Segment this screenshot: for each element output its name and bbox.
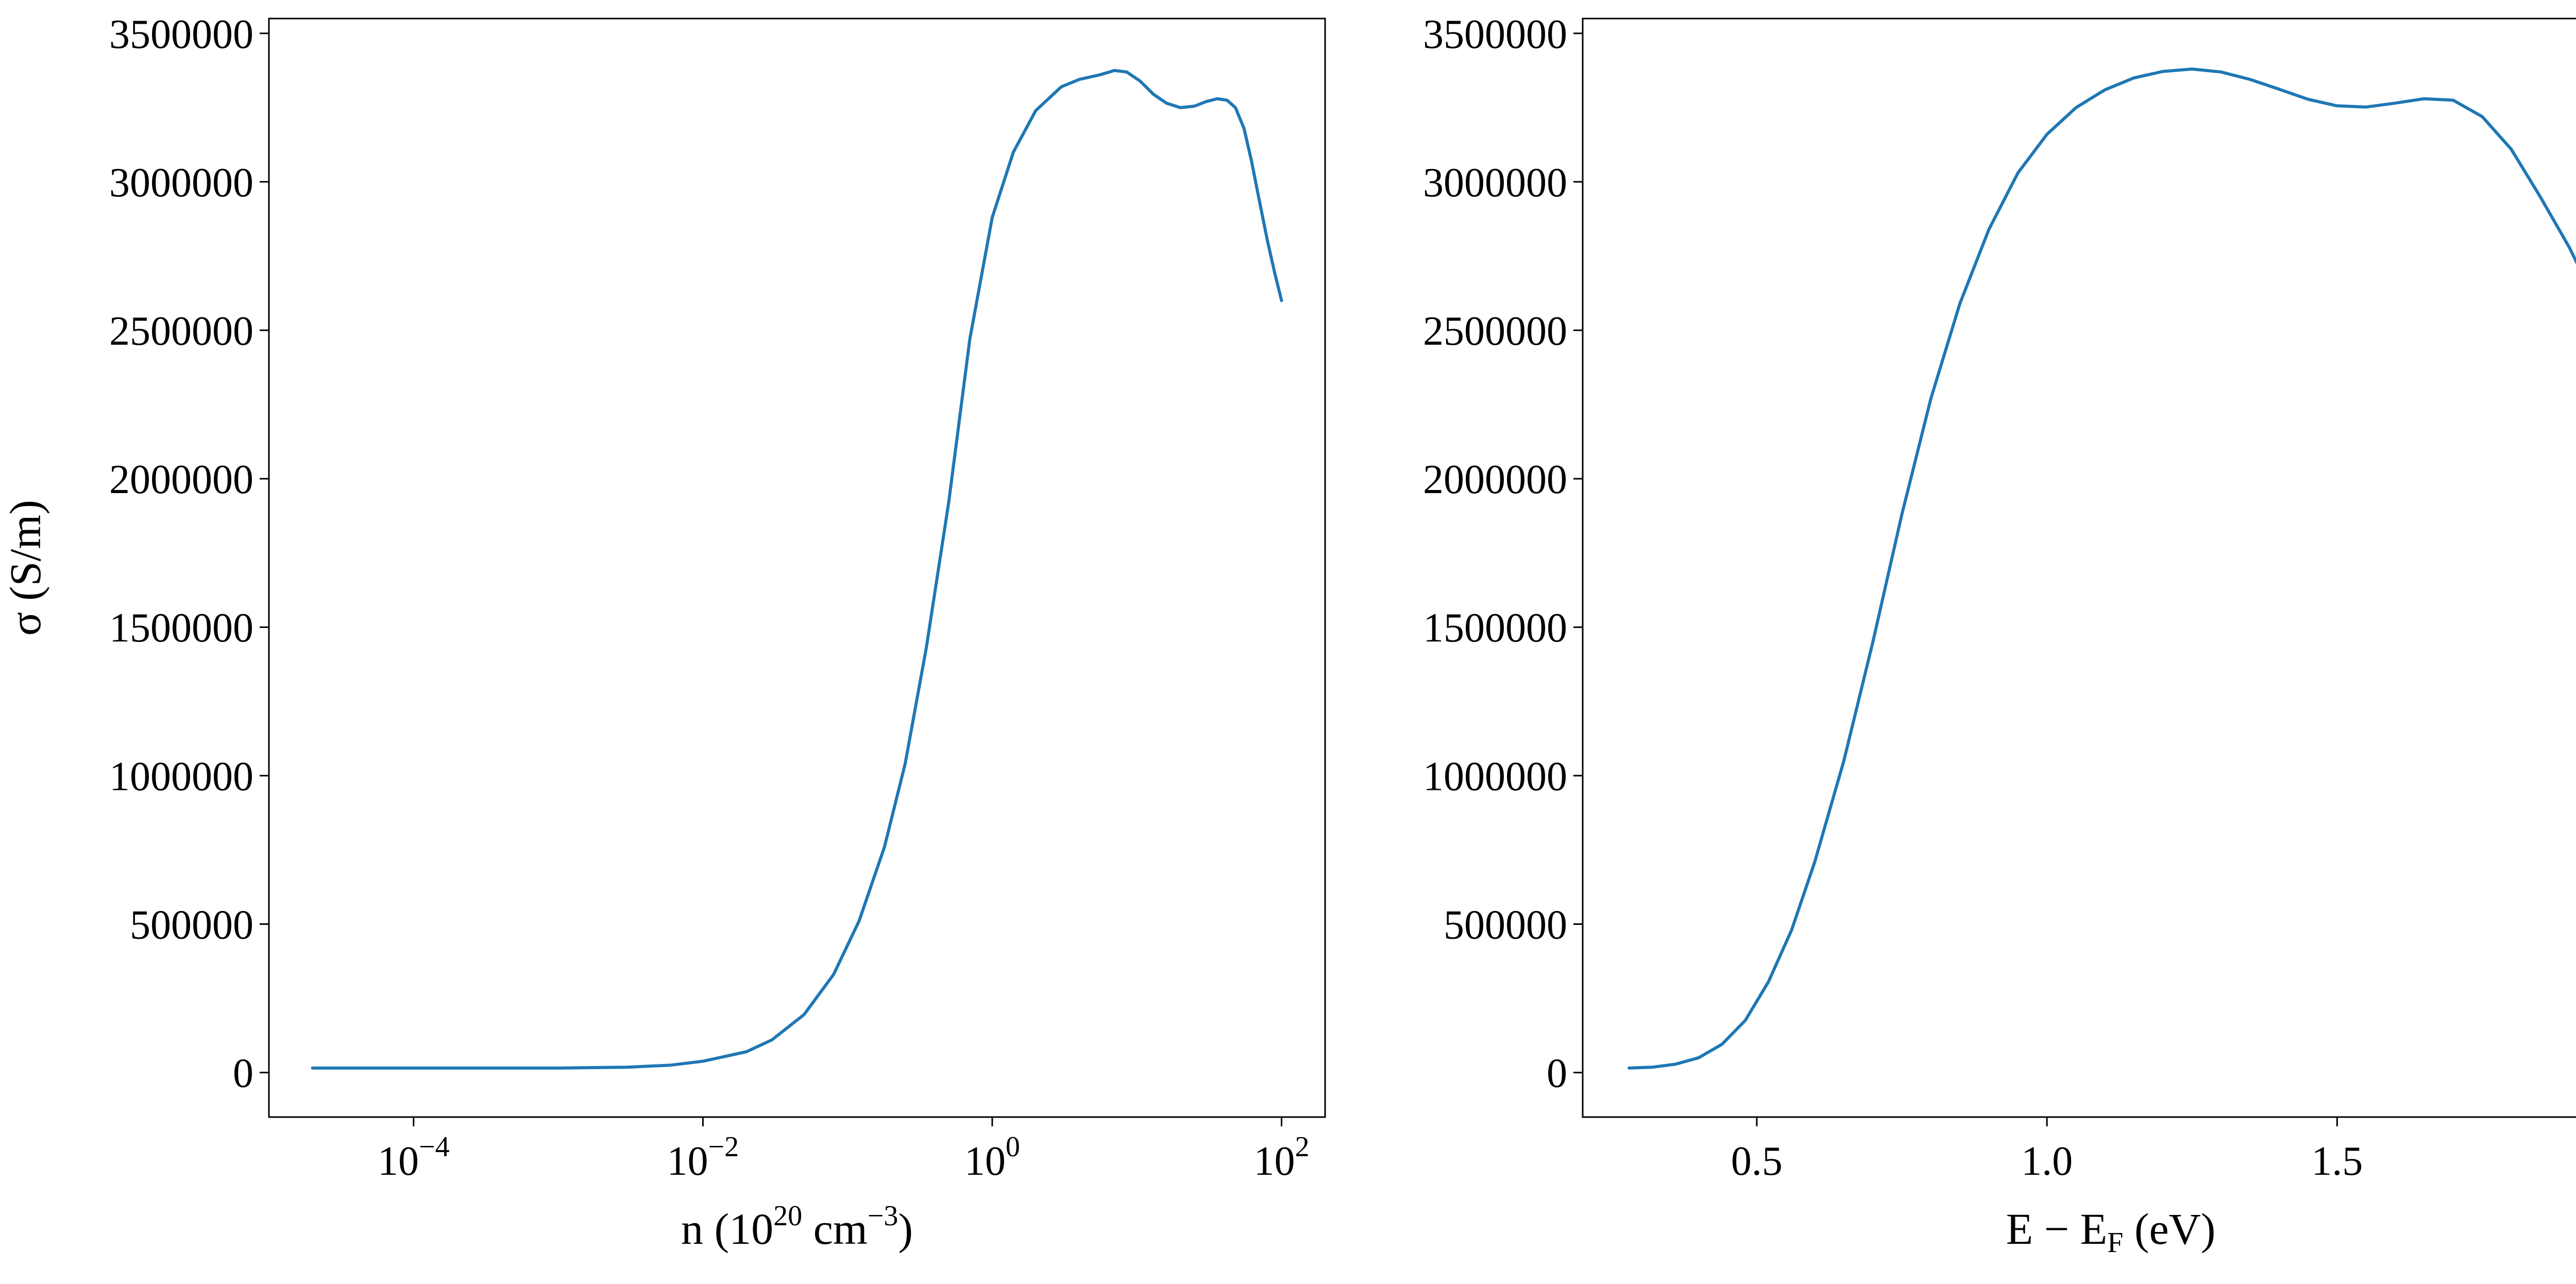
x-tick-label: 100 xyxy=(964,1131,1020,1184)
x-axis-label: n (1020 cm−3) xyxy=(681,1200,913,1254)
y-tick-label: 1500000 xyxy=(109,605,253,651)
y-tick-label: 3500000 xyxy=(109,12,253,57)
y-tick-label: 3500000 xyxy=(1423,12,1567,57)
x-tick-label: 10−2 xyxy=(667,1131,739,1184)
conductivity-curve xyxy=(311,69,1283,1070)
y-tick-label: 1500000 xyxy=(1423,605,1567,651)
x-tick-label: 102 xyxy=(1253,1131,1309,1184)
axes-frame xyxy=(1582,18,2576,1118)
x-tick-label: 10−4 xyxy=(378,1131,450,1184)
y-tick-label: 3000000 xyxy=(109,160,253,206)
y-tick-label: 2500000 xyxy=(109,309,253,354)
y-tick-label: 2000000 xyxy=(109,457,253,502)
y-tick-label: 2500000 xyxy=(1423,309,1567,354)
y-tick-label: 3000000 xyxy=(1423,160,1567,206)
y-tick-label: 500000 xyxy=(1444,902,1567,948)
y-tick-label: 1000000 xyxy=(109,754,253,799)
x-tick-label: 0.5 xyxy=(1731,1139,1783,1184)
y-tick-label: 0 xyxy=(233,1051,253,1096)
y-axis-label: σ (S/m) xyxy=(1,500,50,636)
y-tick-label: 2000000 xyxy=(1423,457,1567,502)
conductivity-curve xyxy=(1628,67,2576,1070)
x-axis-label: E − EF (eV) xyxy=(2006,1204,2216,1259)
x-tick-label: 1.0 xyxy=(2021,1139,2073,1184)
y-tick-label: 1000000 xyxy=(1423,754,1567,799)
y-tick-label: 0 xyxy=(1547,1051,1567,1096)
axes-frame xyxy=(268,18,1326,1118)
panel-conductivity-vs-energy: 0 500000 1000000 1500000 2000000 2500000 30000… xyxy=(1423,12,2576,1259)
y-tick-label: 500000 xyxy=(130,902,253,948)
x-tick-label: 1.5 xyxy=(2311,1139,2363,1184)
panel-conductivity-vs-carrier-density: 0 500000 1000000 1500000 2000000 2500000 30000… xyxy=(1,12,1326,1254)
